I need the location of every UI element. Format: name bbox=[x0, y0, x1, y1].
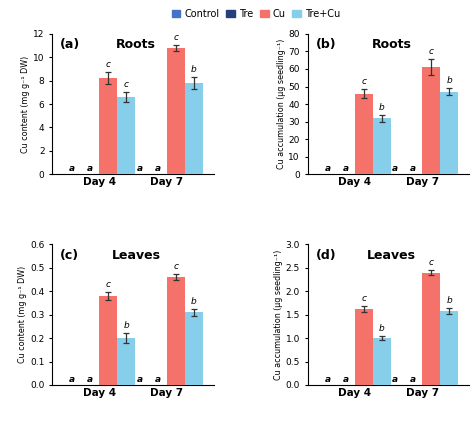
Y-axis label: Cu content (mg g⁻¹ DW): Cu content (mg g⁻¹ DW) bbox=[21, 55, 30, 153]
Bar bbox=[185, 83, 202, 174]
Text: a: a bbox=[137, 164, 143, 173]
Text: Leaves: Leaves bbox=[112, 249, 161, 262]
Text: Roots: Roots bbox=[372, 38, 411, 51]
Bar bbox=[167, 277, 185, 385]
Text: a: a bbox=[69, 374, 75, 384]
Bar bbox=[99, 78, 117, 174]
Text: c: c bbox=[428, 47, 434, 56]
Text: c: c bbox=[106, 280, 111, 288]
Text: b: b bbox=[379, 324, 384, 332]
Text: b: b bbox=[191, 297, 197, 306]
Text: c: c bbox=[361, 77, 366, 86]
Text: c: c bbox=[173, 33, 178, 42]
Text: a: a bbox=[87, 164, 93, 173]
Text: b: b bbox=[123, 321, 129, 330]
Y-axis label: Cu content (mg g⁻¹ DW): Cu content (mg g⁻¹ DW) bbox=[18, 266, 27, 363]
Text: a: a bbox=[410, 164, 416, 173]
Bar bbox=[117, 338, 135, 385]
Text: a: a bbox=[343, 374, 349, 384]
Text: a: a bbox=[137, 374, 143, 384]
Bar bbox=[167, 48, 185, 174]
Bar bbox=[422, 67, 440, 174]
Text: a: a bbox=[325, 164, 331, 173]
Text: Leaves: Leaves bbox=[367, 249, 416, 262]
Bar bbox=[422, 272, 440, 385]
Text: a: a bbox=[87, 374, 93, 384]
Y-axis label: Cu accumulation (µg seedling⁻¹): Cu accumulation (µg seedling⁻¹) bbox=[277, 39, 286, 169]
Bar bbox=[440, 92, 458, 174]
Y-axis label: Cu accumulation (µg seedling⁻¹): Cu accumulation (µg seedling⁻¹) bbox=[274, 250, 283, 380]
Text: a: a bbox=[410, 374, 416, 384]
Text: a: a bbox=[343, 164, 349, 173]
Bar bbox=[99, 296, 117, 385]
Text: (b): (b) bbox=[316, 38, 336, 51]
Bar bbox=[355, 93, 373, 174]
Bar bbox=[373, 338, 391, 385]
Text: a: a bbox=[392, 374, 398, 384]
Text: a: a bbox=[155, 374, 161, 384]
Text: c: c bbox=[361, 294, 366, 303]
Bar bbox=[355, 309, 373, 385]
Text: c: c bbox=[173, 262, 178, 272]
Text: a: a bbox=[69, 164, 75, 173]
Text: c: c bbox=[428, 258, 434, 266]
Text: a: a bbox=[392, 164, 398, 173]
Bar bbox=[117, 97, 135, 174]
Text: Roots: Roots bbox=[116, 38, 156, 51]
Text: b: b bbox=[191, 65, 197, 74]
Bar bbox=[373, 118, 391, 174]
Bar bbox=[440, 311, 458, 385]
Text: c: c bbox=[124, 80, 129, 89]
Text: (c): (c) bbox=[60, 249, 79, 262]
Text: (d): (d) bbox=[316, 249, 336, 262]
Text: a: a bbox=[325, 374, 331, 384]
Text: c: c bbox=[106, 60, 111, 69]
Bar bbox=[185, 312, 202, 385]
Text: b: b bbox=[446, 76, 452, 85]
Text: b: b bbox=[379, 102, 384, 112]
Text: a: a bbox=[155, 164, 161, 173]
Text: b: b bbox=[446, 296, 452, 305]
Legend: Control, Tre, Cu, Tre+Cu: Control, Tre, Cu, Tre+Cu bbox=[168, 5, 344, 23]
Text: (a): (a) bbox=[60, 38, 81, 51]
